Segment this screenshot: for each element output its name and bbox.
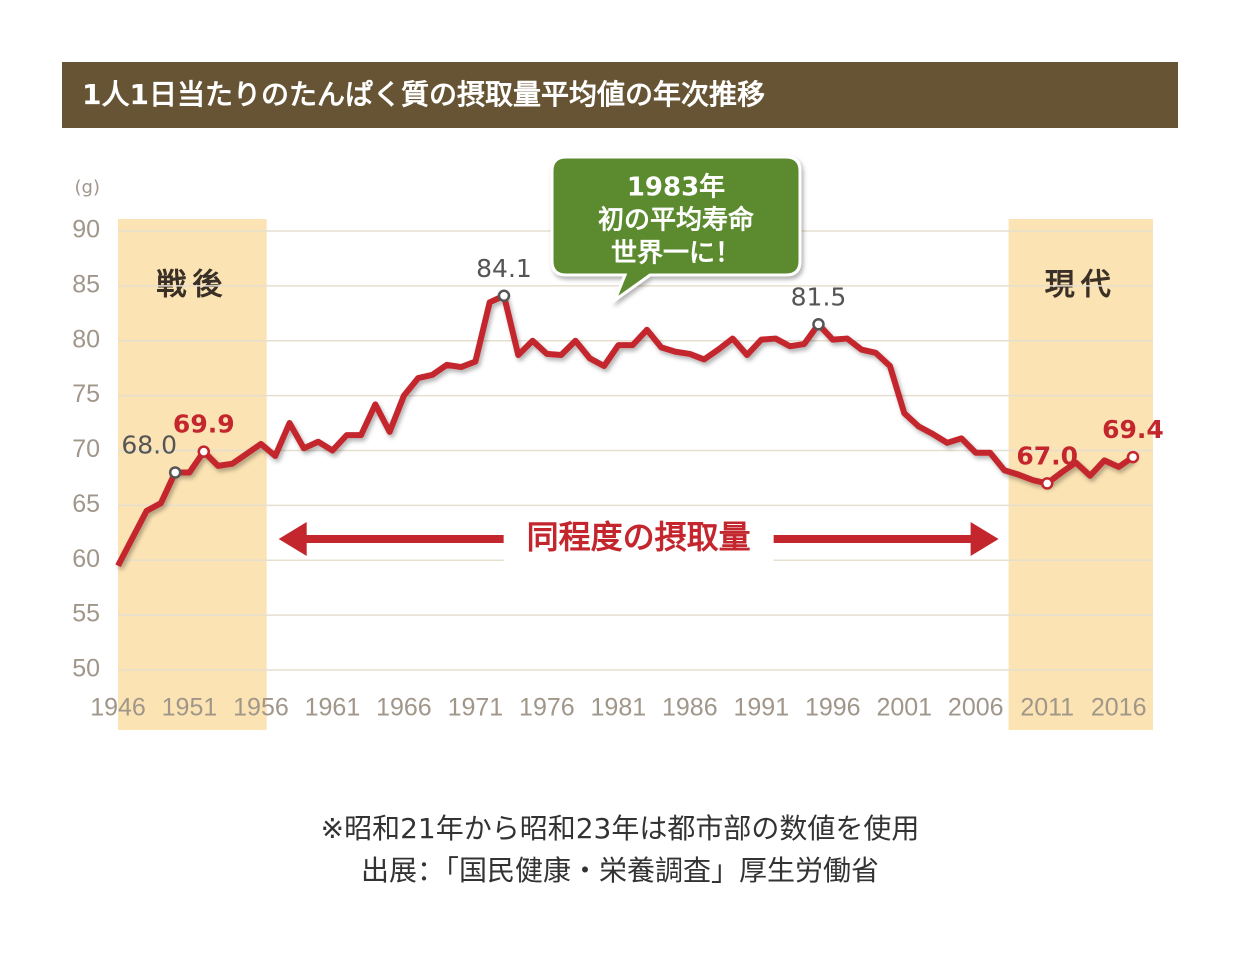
x-tick-label: 1961 (305, 694, 361, 722)
value-label: 81.5 (791, 282, 847, 311)
title-bar (62, 62, 1178, 128)
y-tick-label: 55 (72, 600, 100, 628)
x-tick-label: 2016 (1091, 694, 1147, 722)
data-point (812, 318, 825, 331)
y-tick-label: 85 (72, 270, 100, 298)
callout-text: 1983年 (627, 172, 725, 203)
value-label: 67.0 (1016, 441, 1078, 470)
band-label: 戦後 (156, 268, 228, 303)
value-label: 68.0 (121, 430, 177, 459)
x-tick-label: 1981 (591, 694, 647, 722)
x-tick-label: 1996 (805, 694, 861, 722)
callout-text: 初の平均寿命 (598, 205, 755, 236)
y-tick-label: 90 (72, 216, 100, 244)
value-label: 84.1 (476, 254, 532, 283)
x-tick-label: 2006 (948, 694, 1004, 722)
arrow-label-bg (503, 515, 774, 563)
y-tick-label: 80 (72, 325, 100, 353)
note: ※昭和21年から昭和23年は都市部の数値を使用 (321, 812, 920, 845)
y-tick-label: 60 (72, 545, 100, 573)
highlight-band (1008, 219, 1153, 730)
data-point (497, 289, 511, 303)
x-tick-label: 1956 (233, 694, 289, 722)
highlight-band (118, 219, 267, 730)
arrow-head (278, 522, 307, 556)
x-tick-label: 2011 (1020, 694, 1074, 722)
x-tick-label: 1986 (662, 694, 718, 722)
x-tick-label: 1976 (519, 694, 575, 722)
x-tick-label: 1971 (448, 694, 504, 722)
callout-text: 世界一に！ (611, 239, 741, 269)
x-tick-label: 1951 (162, 694, 218, 722)
y-tick-label: 50 (72, 655, 100, 683)
data-line (115, 292, 1135, 568)
x-tick-label: 1991 (733, 694, 789, 722)
x-tick-label: 1946 (90, 694, 146, 722)
x-tick-label: 2001 (876, 694, 932, 722)
data-point (168, 466, 182, 479)
note: 出展：「国民健康・栄養調査」厚生労働省 (361, 854, 879, 887)
y-axis-label: (g) (75, 177, 100, 198)
data-point (1126, 450, 1140, 464)
y-tick-label: 75 (72, 380, 100, 408)
arrow-label: 同程度の摂取量 (527, 518, 751, 556)
y-tick-label: 70 (72, 435, 100, 463)
value-label: 69.9 (173, 410, 235, 439)
chart-title: 1人1日当たりのたんぱく質の摂取量平均値の年次推移 (82, 78, 765, 111)
callout-bubble (550, 155, 802, 305)
data-point (1040, 477, 1054, 490)
arrow-head (970, 522, 999, 556)
band-label: 現代 (1045, 268, 1117, 303)
data-point (197, 445, 211, 458)
value-label: 69.4 (1102, 415, 1164, 444)
y-tick-label: 65 (72, 490, 100, 518)
x-tick-label: 1966 (376, 694, 432, 722)
